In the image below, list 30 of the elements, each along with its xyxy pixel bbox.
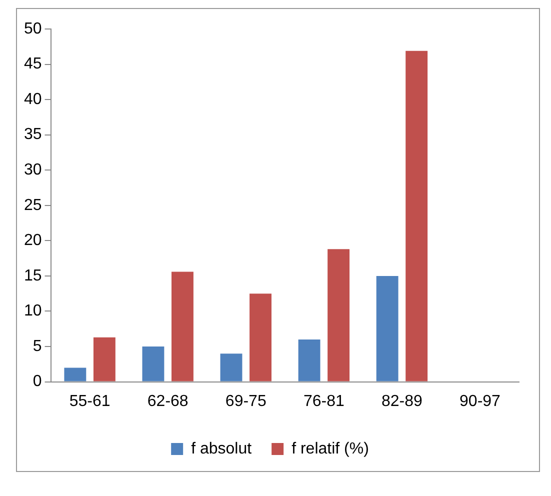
y-tick-label: 35 xyxy=(24,126,42,144)
y-tick-label: 0 xyxy=(32,373,42,390)
y-tick-label: 25 xyxy=(24,196,42,214)
legend-label: f absolut xyxy=(191,440,252,458)
legend-label: f relatif (%) xyxy=(292,440,369,458)
y-tick-label: 10 xyxy=(24,302,42,320)
bar xyxy=(172,272,194,382)
bar xyxy=(406,50,428,382)
y-tick-label: 15 xyxy=(24,267,42,284)
bar xyxy=(250,294,272,382)
x-tick-label: 76-81 xyxy=(303,392,344,410)
y-tick-label: 5 xyxy=(32,338,42,355)
x-tick-label: 62-68 xyxy=(147,392,188,410)
y-tick-label: 20 xyxy=(24,232,42,250)
chart-frame: f absolut f relatif (%) 55-61 62-68 69-75 76-81 82-89 90-97 0 5 10 15 20 25 30 35 40 45 50 xyxy=(16,8,540,472)
bar xyxy=(328,249,350,382)
y-tick-label: 30 xyxy=(24,162,42,179)
bar xyxy=(93,337,116,382)
bar xyxy=(376,276,398,382)
bar xyxy=(64,368,86,382)
x-tick-label: 69-75 xyxy=(225,392,266,410)
y-tick-label: 45 xyxy=(24,56,42,73)
y-tick-label: 50 xyxy=(24,20,42,38)
bar xyxy=(298,339,320,382)
x-tick-label: 90-97 xyxy=(460,392,501,410)
x-tick-label: 82-89 xyxy=(381,392,423,410)
bar xyxy=(142,346,164,382)
x-tick-label: 55-61 xyxy=(69,392,110,410)
y-tick-label: 40 xyxy=(24,90,42,108)
bar xyxy=(220,354,242,382)
